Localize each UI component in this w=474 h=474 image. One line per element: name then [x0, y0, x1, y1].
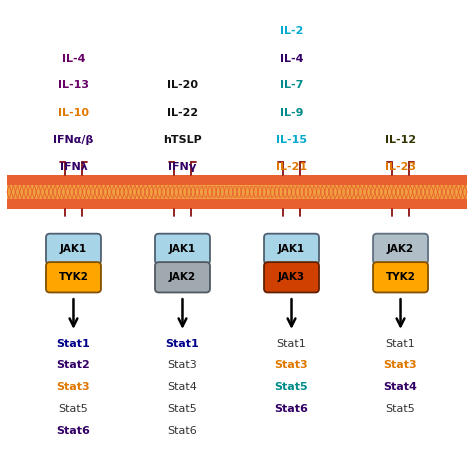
Text: JAK1: JAK1	[169, 244, 196, 254]
Bar	[7, 175, 467, 209]
Text: IL-12: IL-12	[385, 135, 416, 145]
Text: IL-15: IL-15	[276, 135, 307, 145]
Text: IL-7: IL-7	[280, 80, 303, 91]
Text: Stat1: Stat1	[277, 338, 306, 349]
Text: Stat5: Stat5	[386, 404, 415, 414]
Text: Stat4: Stat4	[167, 382, 198, 392]
Text: JAK2: JAK2	[169, 272, 196, 283]
Text: Stat3: Stat3	[168, 360, 197, 371]
Text: JAK1: JAK1	[278, 244, 305, 254]
Text: Stat3: Stat3	[275, 360, 308, 371]
FancyBboxPatch shape	[264, 262, 319, 292]
Text: Stat5: Stat5	[275, 382, 308, 392]
Text: IL-9: IL-9	[280, 108, 303, 118]
Text: TYK2: TYK2	[58, 272, 89, 283]
Text: IL-22: IL-22	[167, 108, 198, 118]
Text: IL-2: IL-2	[280, 26, 303, 36]
Text: Stat4: Stat4	[383, 382, 418, 392]
Text: Stat6: Stat6	[56, 426, 91, 436]
FancyBboxPatch shape	[46, 262, 101, 292]
Text: IFNλ: IFNλ	[60, 162, 87, 172]
Text: IL-4: IL-4	[62, 54, 85, 64]
Text: Stat6: Stat6	[274, 404, 309, 414]
Text: Stat3: Stat3	[57, 382, 90, 392]
Bar	[7, 185, 467, 199]
FancyBboxPatch shape	[373, 262, 428, 292]
Text: IL-10: IL-10	[58, 108, 89, 118]
Text: Stat1: Stat1	[386, 338, 415, 349]
Text: Stat1: Stat1	[165, 338, 200, 349]
FancyBboxPatch shape	[155, 234, 210, 264]
FancyBboxPatch shape	[373, 234, 428, 264]
Text: JAK2: JAK2	[387, 244, 414, 254]
Text: IL-4: IL-4	[280, 54, 303, 64]
Text: Stat5: Stat5	[168, 404, 197, 414]
Text: TYK2: TYK2	[385, 272, 416, 283]
Text: Stat2: Stat2	[56, 360, 91, 371]
Text: Stat6: Stat6	[168, 426, 197, 436]
Text: IL-20: IL-20	[167, 80, 198, 91]
FancyBboxPatch shape	[155, 262, 210, 292]
Text: IFNα/β: IFNα/β	[53, 135, 94, 145]
Text: IL-13: IL-13	[58, 80, 89, 91]
Text: hTSLP: hTSLP	[163, 135, 202, 145]
Text: IL-23: IL-23	[385, 162, 416, 172]
Text: Stat3: Stat3	[384, 360, 417, 371]
Text: JAK1: JAK1	[60, 244, 87, 254]
Text: Stat5: Stat5	[59, 404, 88, 414]
Text: IL-21: IL-21	[276, 162, 307, 172]
Text: Stat1: Stat1	[56, 338, 91, 349]
Text: JAK3: JAK3	[278, 272, 305, 283]
FancyBboxPatch shape	[264, 234, 319, 264]
Text: IFNγ: IFNγ	[168, 162, 197, 172]
FancyBboxPatch shape	[46, 234, 101, 264]
